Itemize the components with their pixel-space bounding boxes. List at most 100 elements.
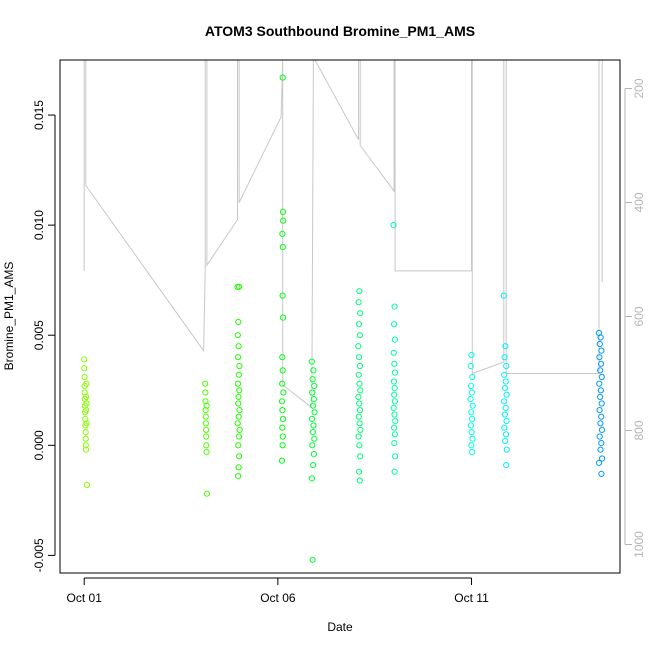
data-point [235,343,242,350]
data-point [503,462,510,469]
data-point [356,420,363,427]
data-point [236,453,243,460]
data-point [596,407,603,414]
data-point [597,387,605,394]
data-point [81,356,88,363]
chart-title: ATOM3 Southbound Bromine_PM1_AMS [205,23,475,39]
data-point [309,389,316,396]
x-tick-label: Oct 06 [260,591,296,605]
data-point [308,358,315,365]
data-point [279,354,286,361]
data-point [308,415,316,422]
data-point [357,310,364,317]
data-point [468,409,475,416]
data-point [503,418,510,425]
data-point [203,402,210,409]
data-point [469,373,476,381]
plot-frame [59,59,621,574]
data-point [502,378,509,385]
data-point [81,365,88,372]
data-point [502,437,509,444]
data-point [598,347,605,354]
data-point [202,407,209,414]
data-point [279,442,286,449]
axes-layer: Oct 01 Oct 06 Oct 11 -0.005 0.000 0.005 0.010 0… [32,78,646,605]
data-point [309,376,316,383]
data-point [235,464,242,471]
data-point [391,385,398,392]
data-point [236,426,243,433]
data-point [279,244,286,251]
data-point [503,391,510,398]
data-point [311,435,318,442]
data-point [280,389,287,396]
data-point [234,420,241,427]
data-point [356,288,363,295]
data-point [503,446,510,453]
data-point [310,367,317,374]
data-point [202,389,209,396]
data-point [235,433,243,440]
data-point [235,354,242,361]
data-point [356,354,363,361]
y-tick-label: 0.015 [32,100,46,130]
data-point [469,402,476,409]
data-point [278,457,286,464]
data-point [501,354,508,361]
x-tick-label: Oct 11 [454,591,489,605]
y-tick-label: 0.005 [32,320,46,350]
data-point [391,336,398,343]
data-point [390,222,397,229]
data-point [391,360,398,367]
data-point [391,411,398,418]
data-point [390,404,397,411]
data-point [203,433,210,440]
data-point [355,393,362,400]
data-point [279,380,286,387]
data-point [203,426,210,433]
data-point [236,407,243,414]
data-point [596,354,603,361]
data-point [469,435,476,442]
data-point [279,292,286,299]
data-point [356,468,363,475]
y-tick-label: -0.005 [32,538,46,572]
data-point [468,442,475,449]
data-point [279,424,286,431]
data-point [503,362,510,370]
altitude-line [83,60,603,409]
y2-tick-label: 1000 [632,531,646,558]
data-point [82,442,89,449]
data-point [203,442,210,449]
data-point [468,429,475,436]
data-point [391,321,398,328]
data-point [235,318,242,326]
data-point [467,396,474,403]
data-point [501,424,508,431]
data-point [309,442,316,449]
data-point [390,378,397,385]
data-point [356,362,363,370]
data-point [83,407,90,414]
y-tick-label: 0.000 [32,430,46,460]
data-point [356,442,363,449]
data-point [280,217,287,224]
data-point [355,321,363,328]
data-point [390,349,397,356]
data-point [83,420,90,427]
data-point [279,415,287,422]
data-point [595,459,603,466]
data-point [203,490,210,497]
data-point [309,429,316,436]
data-point [355,343,362,350]
data-point [597,360,605,367]
data-point [468,351,475,359]
data-point [391,431,398,438]
data-point [597,420,604,427]
data-point [468,382,475,389]
data-point [279,208,287,215]
data-point [356,407,364,414]
data-point [309,402,317,409]
data-point [501,398,508,405]
